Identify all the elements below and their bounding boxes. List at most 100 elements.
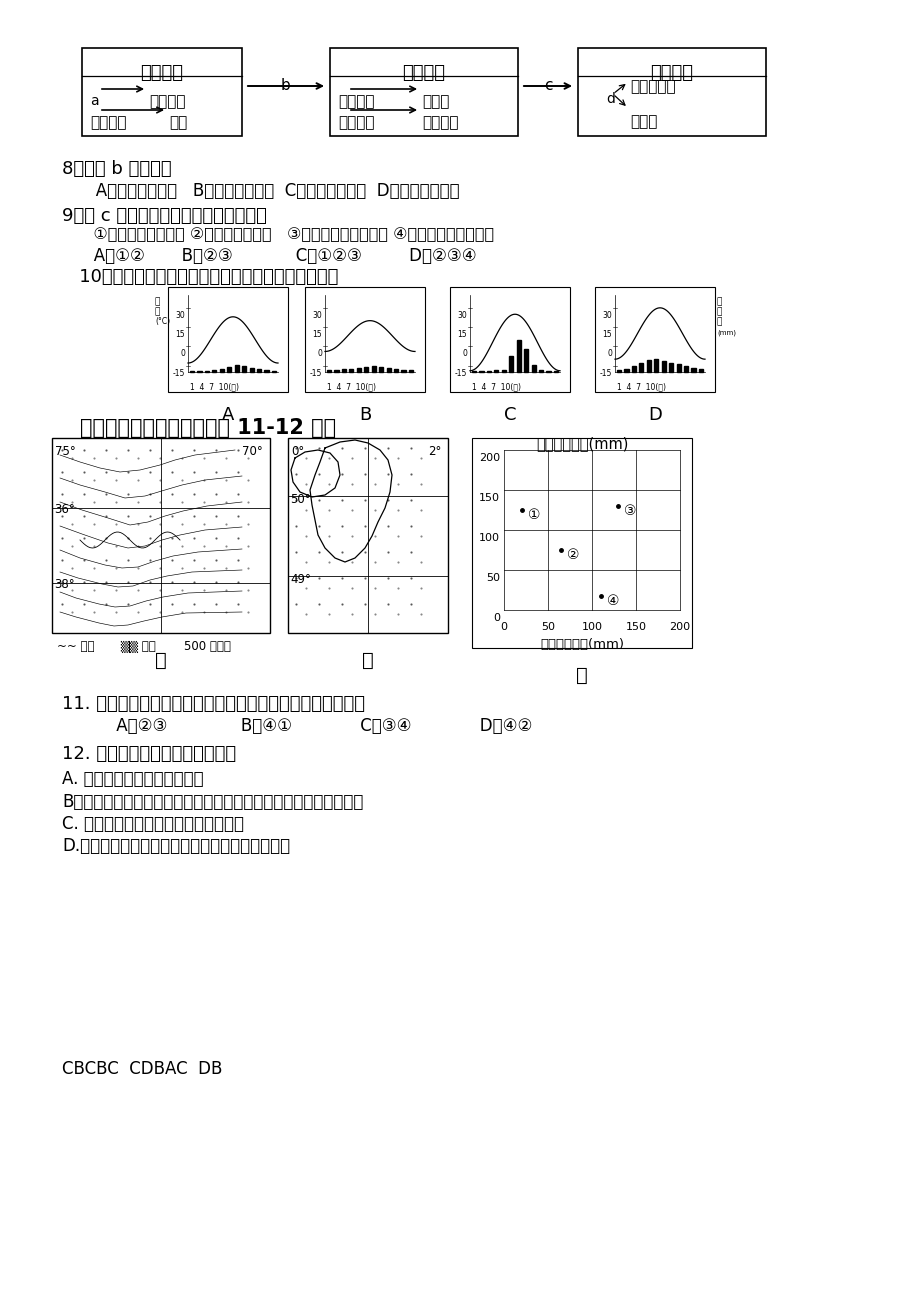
Text: 黄土高原: 黄土高原 <box>403 64 445 82</box>
Bar <box>531 365 535 372</box>
Text: (mm): (mm) <box>716 329 735 336</box>
Text: C: C <box>504 406 516 424</box>
Bar <box>486 371 491 372</box>
Text: 水: 水 <box>716 307 721 316</box>
Bar <box>646 361 650 372</box>
Bar <box>408 370 413 372</box>
Text: 12. 关于甲、乙两国说法正确的是: 12. 关于甲、乙两国说法正确的是 <box>62 745 236 763</box>
Text: B: B <box>358 406 370 424</box>
Text: 150: 150 <box>479 493 499 503</box>
Text: 黄土塬: 黄土塬 <box>422 94 448 109</box>
Text: ▒▒ 海洋: ▒▒ 海洋 <box>119 641 155 654</box>
Bar <box>539 370 542 372</box>
Text: 1  4  7  10(月): 1 4 7 10(月) <box>326 381 376 391</box>
Bar <box>242 366 246 372</box>
Text: ④: ④ <box>607 594 618 608</box>
Text: 200: 200 <box>479 453 499 464</box>
Text: -15: -15 <box>310 368 322 378</box>
Bar <box>639 363 642 372</box>
Text: 500 等高线: 500 等高线 <box>184 641 231 654</box>
Text: b: b <box>281 78 290 92</box>
Bar <box>661 361 665 372</box>
Bar <box>334 370 338 372</box>
Bar <box>449 286 570 392</box>
Text: -15: -15 <box>599 368 611 378</box>
Text: 15: 15 <box>602 331 611 339</box>
Text: 100: 100 <box>581 622 602 631</box>
Text: ~~ 河流: ~~ 河流 <box>57 641 95 654</box>
Bar <box>624 368 628 372</box>
Bar <box>653 359 658 372</box>
Bar <box>675 363 680 372</box>
Bar <box>220 368 223 372</box>
Text: ③: ③ <box>624 504 636 518</box>
Text: 15: 15 <box>176 331 185 339</box>
Text: 0°: 0° <box>290 445 304 458</box>
Bar <box>256 368 261 372</box>
Bar <box>379 367 383 372</box>
Bar <box>684 366 687 372</box>
Bar <box>668 363 673 372</box>
Text: A: A <box>221 406 234 424</box>
Text: 30: 30 <box>602 311 611 320</box>
Text: 0: 0 <box>500 622 507 631</box>
Text: ①: ① <box>527 508 539 522</box>
Text: a: a <box>90 94 98 108</box>
Text: (°C): (°C) <box>154 316 170 326</box>
Text: 0: 0 <box>180 349 185 358</box>
Text: 河口三角洲: 河口三角洲 <box>630 79 675 94</box>
Bar <box>508 355 513 372</box>
Bar <box>364 367 368 372</box>
Text: 49°: 49° <box>289 573 311 586</box>
Bar <box>82 48 242 135</box>
Bar <box>305 286 425 392</box>
Text: D: D <box>647 406 661 424</box>
Bar <box>212 370 216 372</box>
Text: 读甲、乙、丙三幅图，回答 11-12 题。: 读甲、乙、丙三幅图，回答 11-12 题。 <box>80 418 335 437</box>
Text: ②: ② <box>567 548 579 562</box>
Text: 30: 30 <box>175 311 185 320</box>
Text: 气: 气 <box>154 297 160 306</box>
Text: 冲积扇: 冲积扇 <box>630 115 657 129</box>
Text: 1  4  7  10(月): 1 4 7 10(月) <box>617 381 665 391</box>
Bar <box>524 349 528 372</box>
Text: 量: 量 <box>716 316 721 326</box>
Text: D.乙国农业地域类型是水田农业，机械化程度高。: D.乙国农业地域类型是水田农业，机械化程度高。 <box>62 837 289 855</box>
Bar <box>617 370 620 372</box>
Bar <box>691 368 695 372</box>
Text: 最热月降水量(mm): 最热月降水量(mm) <box>535 436 628 450</box>
Bar <box>357 367 360 372</box>
Text: 30: 30 <box>312 311 322 320</box>
Text: 100: 100 <box>479 533 499 543</box>
Text: 30: 30 <box>457 311 467 320</box>
Text: 15: 15 <box>457 331 467 339</box>
Text: -15: -15 <box>173 368 185 378</box>
Bar <box>698 370 702 372</box>
Text: 沙丘: 沙丘 <box>169 115 187 130</box>
Text: A. 甲是发达国家，旅游业发达: A. 甲是发达国家，旅游业发达 <box>62 769 203 788</box>
Text: 38°: 38° <box>54 578 74 591</box>
Text: 风力侵积: 风力侵积 <box>90 115 127 130</box>
Text: -15: -15 <box>454 368 467 378</box>
Text: 9、在 c 过程中，可能发生的地理现象有: 9、在 c 过程中，可能发生的地理现象有 <box>62 207 267 225</box>
Text: 50: 50 <box>485 573 499 583</box>
Text: 甲: 甲 <box>155 651 166 671</box>
Text: 50°: 50° <box>289 493 311 506</box>
Text: 黄土沟谷: 黄土沟谷 <box>422 115 458 130</box>
Bar <box>401 370 405 372</box>
Text: 裸岩荒漠: 裸岩荒漠 <box>149 94 186 109</box>
Text: 温: 温 <box>154 307 160 316</box>
Text: 丙: 丙 <box>575 667 587 685</box>
Bar <box>288 437 448 633</box>
Bar <box>168 286 288 392</box>
Bar <box>516 340 520 372</box>
Text: 8、箭头 b 表示的是: 8、箭头 b 表示的是 <box>62 160 172 178</box>
Text: 乙: 乙 <box>362 651 373 671</box>
Text: 0: 0 <box>317 349 322 358</box>
Bar <box>342 370 346 372</box>
Text: 风力沉积: 风力沉积 <box>337 94 374 109</box>
Text: d: d <box>606 92 614 105</box>
Bar <box>393 368 398 372</box>
Text: 150: 150 <box>625 622 646 631</box>
Text: 0: 0 <box>461 349 467 358</box>
